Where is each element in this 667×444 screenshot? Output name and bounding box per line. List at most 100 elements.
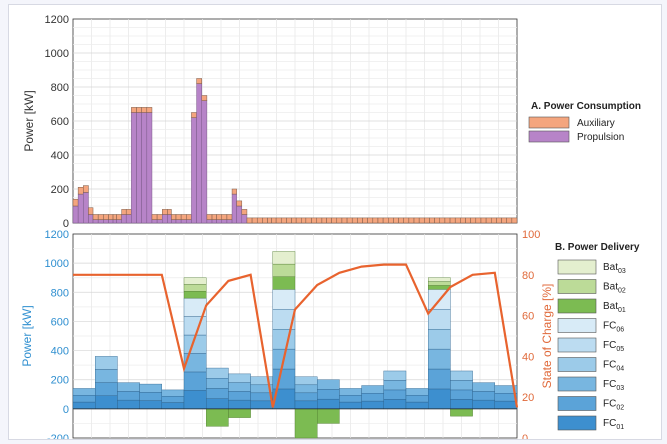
bar-auxiliary [97, 214, 104, 220]
fc-layer [317, 389, 340, 400]
bar-auxiliary [372, 217, 379, 224]
legend-swatch [557, 357, 597, 372]
fc-layer [139, 392, 163, 401]
legend-subscript: 03 [616, 385, 624, 392]
bar-auxiliary [112, 214, 117, 220]
bar-auxiliary [256, 217, 263, 224]
fc-layer [94, 356, 118, 370]
legend-swatch [557, 259, 597, 275]
legend-swatch-auxiliary [528, 116, 570, 129]
bar-propulsion [167, 214, 172, 224]
bar-auxiliary [341, 217, 348, 224]
fc-layer [272, 289, 296, 310]
fc-layer [361, 400, 385, 410]
bar-propulsion [108, 219, 114, 224]
legend-subscript: 01 [616, 424, 624, 431]
fc-layer [183, 371, 207, 391]
fc-layer [183, 390, 207, 410]
bar-auxiliary [136, 107, 142, 113]
bar-auxiliary [485, 217, 492, 224]
figure: 0 200 400 600 800 1000 1200 Power [kW] A. Powe… [8, 4, 662, 444]
ytick-label: 1000 [45, 48, 69, 60]
bar-auxiliary [156, 214, 163, 220]
legend-subscript: 04 [616, 366, 624, 373]
bar-auxiliary [146, 107, 153, 113]
bar-auxiliary [103, 214, 109, 220]
bar-auxiliary [291, 217, 297, 224]
legend-swatch-propulsion [528, 130, 570, 143]
bar-auxiliary [480, 217, 487, 224]
bar-auxiliary [206, 214, 213, 220]
ytick-right-label: 40 [522, 351, 534, 363]
bar-propulsion [191, 117, 197, 224]
bar-auxiliary [511, 217, 518, 224]
legend-label: FC01 [603, 418, 624, 431]
ytick-label: 600 [51, 316, 69, 328]
bar-propulsion [201, 100, 208, 224]
bar-auxiliary [465, 217, 471, 224]
bar-propulsion [103, 219, 109, 224]
fc-layer [405, 388, 429, 396]
fc-layer [472, 399, 496, 410]
bar-propulsion [186, 219, 192, 224]
legend-label-propulsion: Propulsion [577, 132, 624, 143]
legend-swatch [557, 298, 597, 314]
legend-subscript: 05 [616, 346, 624, 353]
fc-layer [161, 402, 185, 410]
panel-a-legend: A. Power Consumption Auxiliary Propulsio… [528, 101, 641, 143]
bar-auxiliary [221, 214, 228, 220]
bar-auxiliary [175, 214, 182, 220]
ytick-right-label: 100 [522, 229, 540, 241]
bar-auxiliary [388, 217, 394, 224]
fc-layer [450, 399, 473, 410]
panel-a-yticks: 0 200 400 600 800 1000 1200 [45, 14, 69, 230]
bar-propulsion [231, 193, 237, 224]
bar-propulsion [88, 214, 94, 224]
bar-auxiliary [191, 112, 197, 118]
battery-charging [228, 408, 251, 418]
bar-propulsion [146, 112, 153, 224]
battery-charging [294, 408, 318, 439]
bar-auxiliary [77, 187, 84, 195]
panel-a-ylabel: Power [kW] [22, 90, 36, 151]
fc-layer [428, 309, 451, 330]
legend-subscript: 02 [618, 288, 626, 295]
bar-propulsion [226, 219, 233, 224]
fc-layer [205, 398, 229, 410]
fc-layer [450, 389, 473, 400]
bar-propulsion [125, 214, 132, 224]
bar-auxiliary [424, 217, 430, 224]
fc-layer [339, 395, 362, 403]
legend-swatch [557, 318, 597, 333]
battery-layer [272, 263, 296, 277]
fc-layer [94, 369, 118, 383]
fc-layer [205, 378, 229, 389]
bar-auxiliary [362, 217, 368, 224]
bar-auxiliary [413, 217, 420, 224]
battery-layer [183, 291, 207, 299]
legend-swatch [557, 396, 597, 411]
bar-propulsion [241, 214, 248, 224]
ytick-label: 200 [51, 184, 69, 196]
legend-label-auxiliary: Auxiliary [577, 118, 615, 129]
bar-auxiliary [305, 217, 312, 224]
soc-line [73, 263, 519, 408]
bar-auxiliary [275, 217, 282, 224]
bar-auxiliary [403, 217, 410, 224]
fc-layer [72, 395, 96, 403]
bar-auxiliary [226, 214, 233, 220]
legend-subscript: 06 [616, 327, 624, 334]
fc-layer [294, 376, 318, 386]
fc-layer [339, 401, 362, 410]
legend-label: FC03 [603, 379, 624, 392]
bar-propulsion [92, 219, 99, 224]
bar-auxiliary [439, 217, 446, 224]
fc-layer [494, 385, 518, 394]
ytick-label: 0 [63, 218, 69, 230]
fc-layer [205, 367, 229, 379]
battery-layer [428, 285, 451, 290]
fc-layer [383, 389, 407, 400]
legend-subscript: 01 [618, 307, 626, 314]
fc-layer [494, 400, 518, 410]
battery-layer [428, 277, 451, 282]
